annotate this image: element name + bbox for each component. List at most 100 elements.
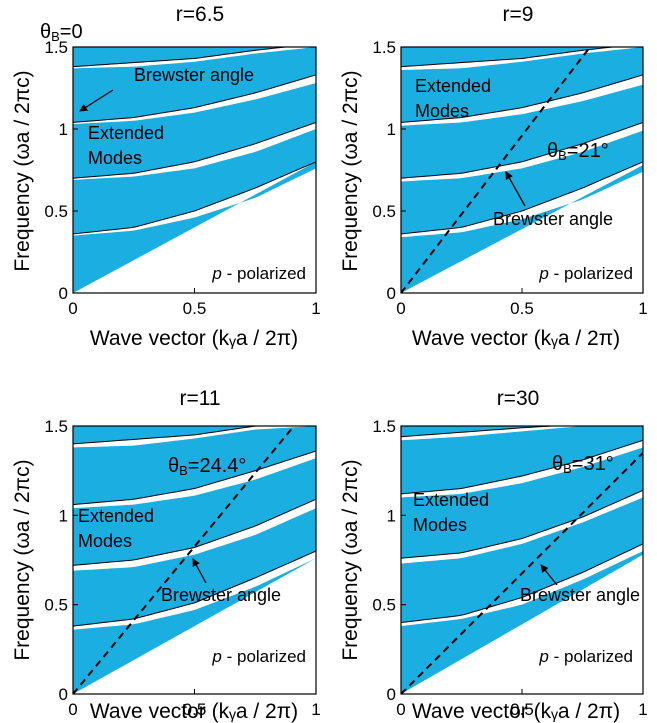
theta-b-label: θB=31° <box>552 453 614 476</box>
allowed-band-2 <box>73 129 316 234</box>
band-edge-curve <box>401 543 643 624</box>
y-axis-label: Frequency (ωa / 2πc) <box>11 70 34 271</box>
y-tick-label: 1 <box>387 506 396 525</box>
band-edge-curve <box>401 426 561 438</box>
allowed-band-5 <box>401 47 643 67</box>
y-tick-label: 0 <box>387 685 396 704</box>
panel-title: r=30 <box>497 387 540 410</box>
brewster-line <box>401 452 643 694</box>
theta-b-label: θB=24.4° <box>168 455 246 478</box>
allowed-band-2 <box>401 497 643 623</box>
allowed-band-4 <box>73 47 316 123</box>
allowed-band-4 <box>73 426 316 505</box>
panel-r11: r=11 0 0.5 1 0 0.5 1 1.5 θB=24.4° Extended Mod… <box>11 387 321 723</box>
band-edge-curve <box>401 47 618 68</box>
y-tick-label: 0.5 <box>44 202 68 221</box>
y-tick-label: 0.5 <box>372 596 396 615</box>
y-tick-label: 0 <box>59 284 68 303</box>
allowed-band-4 <box>401 47 643 123</box>
extended-modes-label: Extended <box>88 123 164 143</box>
band-edge-curve <box>401 121 643 179</box>
brewster-angle-label: Brewster angle <box>520 585 640 605</box>
polarization-label: p - polarized <box>538 264 633 283</box>
x-tick-label: 1 <box>311 700 320 719</box>
polarization-label: p - polarized <box>211 647 306 666</box>
band-area <box>401 47 643 293</box>
polarization-label: p - polarized <box>538 647 633 666</box>
y-tick-label: 0.5 <box>44 596 68 615</box>
allowed-band-1 <box>401 551 643 694</box>
x-tick-label: 0 <box>68 299 77 318</box>
x-tick-label: 1 <box>311 299 320 318</box>
band-edge-curve <box>73 161 316 235</box>
band-plot: 0 0.5 1 0 0.5 1 1.5 <box>372 38 647 318</box>
allowed-band-1 <box>73 161 316 293</box>
allowed-band-1 <box>73 558 316 694</box>
allowed-band-4 <box>401 426 643 494</box>
x-axis-label: Wave vector (kᵧa / 2π) <box>412 700 620 723</box>
allowed-band-3 <box>401 84 643 179</box>
x-tick-label: 0.5 <box>510 700 534 719</box>
band-edge-curve <box>401 74 643 123</box>
brewster-angle-label: Brewster angle <box>161 585 281 605</box>
x-axis-label: Wave vector (kᵧa / 2π) <box>412 327 620 350</box>
x-tick-label: 0.5 <box>183 700 207 719</box>
x-tick-label: 0.5 <box>183 299 207 318</box>
band-edge-curve <box>401 439 643 495</box>
band-edge-curve <box>401 489 643 559</box>
y-axis-label: Frequency (ωa / 2πc) <box>339 70 362 271</box>
y-tick-label: 1.5 <box>372 417 396 436</box>
x-axis-label: Wave vector (kᵧa / 2π) <box>90 327 298 350</box>
x-axis-label: Wave vector (kᵧa / 2π) <box>90 700 298 723</box>
panel-title: r=9 <box>503 3 534 26</box>
y-tick-label: 0 <box>387 284 396 303</box>
x-tick-label: 0.5 <box>510 299 534 318</box>
band-plot: 0 0.5 1 0 0.5 1 1.5 <box>44 38 320 318</box>
band-plot: 0 0.5 1 0 0.5 1 1.5 <box>44 417 320 719</box>
y-tick-label: 1.5 <box>372 38 396 57</box>
band-area <box>73 47 316 293</box>
band-edge-curve <box>73 450 316 506</box>
panel-r6.5: r=6.5 θB=0 0 0.5 100.511.5 Brewster angle … <box>11 3 321 350</box>
brewster-line <box>73 426 295 694</box>
brewster-arrow <box>79 89 114 112</box>
x-tick-label: 1 <box>638 299 647 318</box>
band-plot: 0 0.5 1 0 0.5 1 1.5 <box>372 417 647 719</box>
allowed-band-3 <box>73 83 316 179</box>
y-axis-label: Frequency (ωa / 2πc) <box>339 459 362 660</box>
polarization-label: p - polarized <box>211 264 306 283</box>
brewster-angle-label: Brewster angle <box>134 65 254 85</box>
theta-b-label: θB=21° <box>547 140 609 163</box>
band-edge-curve <box>73 426 264 445</box>
extended-modes-label: Extended <box>415 76 491 96</box>
brewster-arrow <box>505 171 526 207</box>
brewster-arrow <box>192 558 207 584</box>
allowed-band-5 <box>73 426 316 444</box>
y-tick-label: 1 <box>59 120 68 139</box>
theta-b-label: θB=0 <box>40 21 83 44</box>
brewster-line <box>401 47 591 293</box>
extended-modes-label: Extended <box>413 490 489 510</box>
band-edge-curve <box>73 498 316 566</box>
brewster-angle-label: Brewster angle <box>493 209 613 229</box>
x-tick-label: 0 <box>396 299 405 318</box>
panel-title: r=11 <box>179 387 220 410</box>
brewster-arrow <box>540 564 558 586</box>
band-edge-curve <box>73 47 291 68</box>
x-tick-label: 1 <box>638 700 647 719</box>
allowed-band-3 <box>73 458 316 566</box>
band-edge-curve <box>73 121 316 179</box>
y-axis-label: Frequency (ωa / 2πc) <box>11 459 34 660</box>
band-edge-curve <box>73 550 316 627</box>
panel-r30: r=30 0 0.5 1 0 0.5 1 1.5 θB=31° Extended Modes… <box>339 387 648 723</box>
panel-title: r=6.5 <box>176 3 224 26</box>
allowed-band-3 <box>401 447 643 559</box>
y-tick-label: 0 <box>59 685 68 704</box>
band-area <box>73 426 316 694</box>
x-tick-label: 0 <box>68 700 77 719</box>
x-tick-label: 0 <box>396 700 405 719</box>
panel-r9: r=9 0 0.5 100.511.5 Extended Modes θB=21° … <box>339 3 648 350</box>
allowed-band-2 <box>73 508 316 627</box>
extended-modes-label: Modes <box>413 515 467 535</box>
